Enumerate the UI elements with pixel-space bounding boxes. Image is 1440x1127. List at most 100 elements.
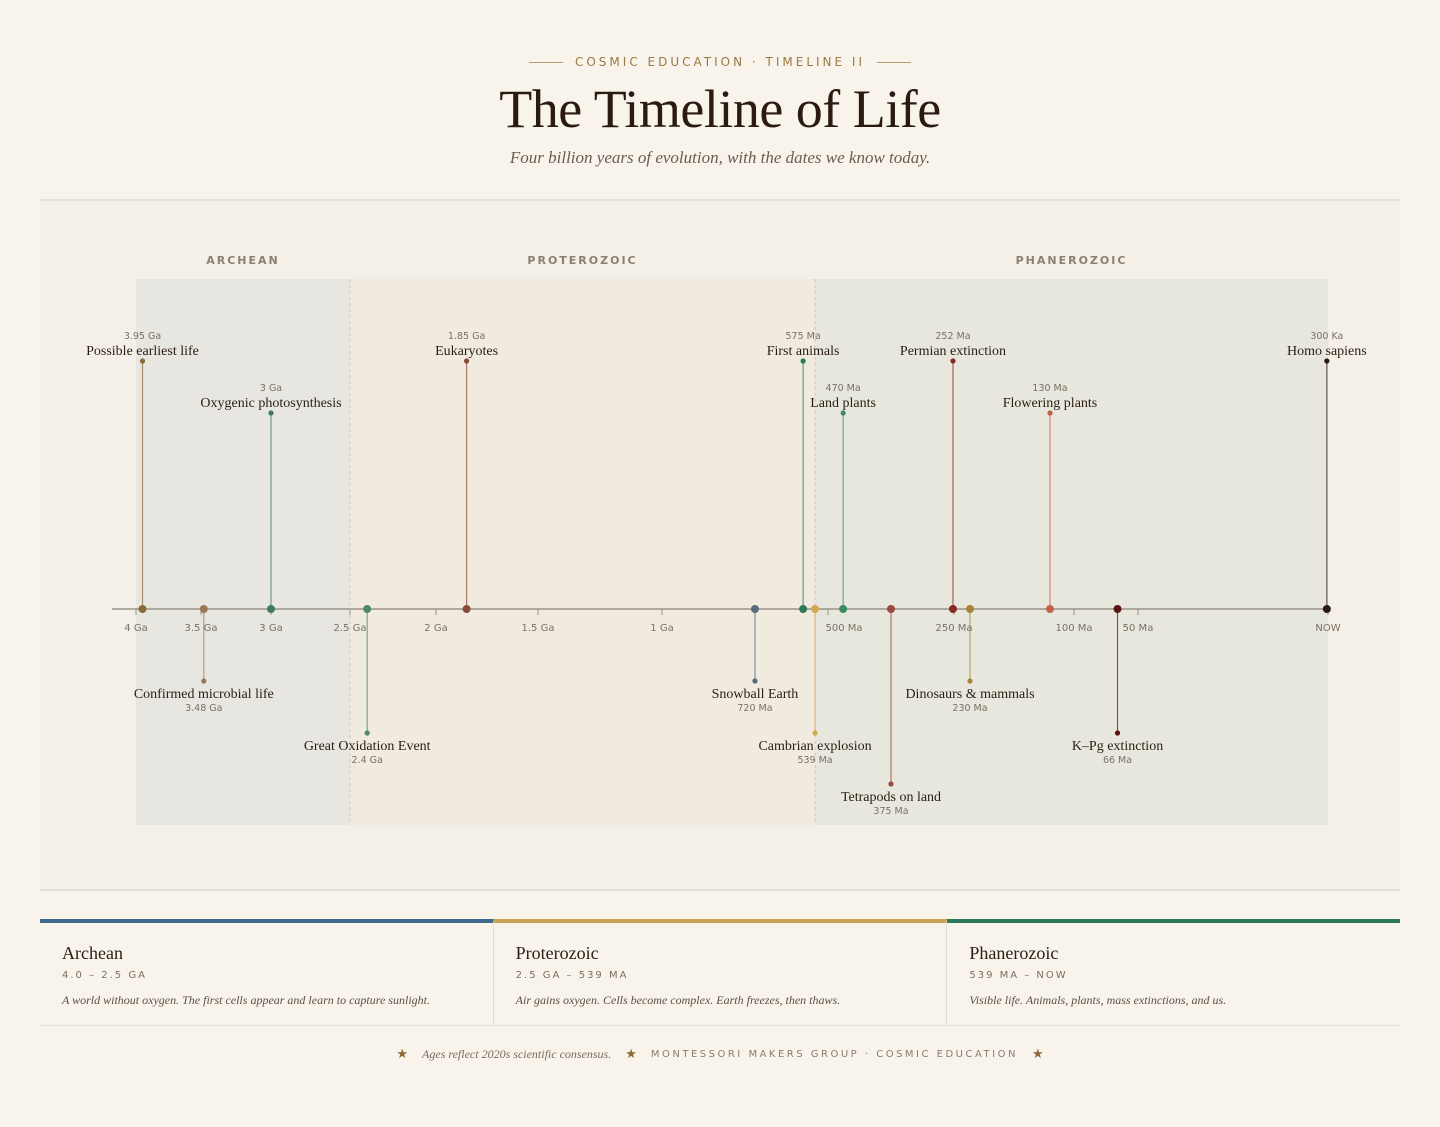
- event-axis-dot: [199, 605, 208, 613]
- event-name: Dinosaurs & mammals: [905, 687, 1034, 702]
- event-name: Permian extinction: [900, 344, 1006, 359]
- page-title: The Timeline of Life: [499, 79, 941, 139]
- event-end-dot: [1114, 730, 1121, 736]
- axis-tick-label: NOW: [1315, 623, 1340, 634]
- era-card-name: Phanerozoic: [969, 943, 1059, 963]
- event-end-dot: [800, 358, 806, 364]
- event-end-dot: [840, 410, 846, 416]
- event-date: 720 Ma: [737, 703, 772, 714]
- event-date: 3.95 Ga: [124, 331, 161, 342]
- event-axis-dot: [363, 605, 372, 613]
- era-label: ARCHEAN: [206, 254, 280, 267]
- event-axis-dot: [138, 605, 147, 613]
- axis-tick-label: 1.5 Ga: [522, 623, 555, 634]
- eyebrow-rule-left: [528, 61, 563, 63]
- eyebrow-row: COSMIC EDUCATION · TIMELINE II: [0, 55, 1440, 69]
- axis-tick-label: 2.5 Ga: [334, 623, 367, 634]
- axis-tick-label: 500 Ma: [825, 623, 862, 634]
- event-end-dot: [139, 358, 146, 364]
- event-axis-dot: [1046, 605, 1054, 613]
- axis-tick-label: 1 Ga: [650, 623, 673, 634]
- event-name: K–Pg extinction: [1072, 739, 1163, 754]
- event-end-dot: [752, 678, 758, 684]
- axis-tick-label: 3.5 Ga: [185, 623, 218, 634]
- axis-tick-label: 4 Ga: [124, 623, 147, 634]
- event-date: 130 Ma: [1032, 383, 1067, 394]
- star-icon: ★: [1031, 1047, 1044, 1062]
- event-axis-dot: [799, 605, 808, 613]
- event-end-dot: [812, 730, 818, 736]
- era-card-description: A world without oxygen. The first cells …: [62, 993, 430, 1007]
- event-name: Confirmed microbial life: [134, 687, 274, 702]
- event-name: Tetrapods on land: [841, 790, 941, 805]
- event-date: 300 Ka: [1310, 331, 1343, 342]
- footer: ★ Ages reflect 2020s scientific consensu…: [0, 1047, 1440, 1062]
- era-card-name: Proterozoic: [515, 943, 599, 963]
- axis-tick-label: 50 Ma: [1123, 623, 1154, 634]
- era-card-range: 4.0 – 2.5 GA: [62, 970, 147, 981]
- era-band: [136, 279, 350, 825]
- axis-tick-label: 250 Ma: [935, 623, 972, 634]
- era-label: PROTEROZOIC: [527, 254, 637, 267]
- era-card-description: Visible life. Animals, plants, mass exti…: [969, 993, 1227, 1007]
- era-card-name: Archean: [62, 943, 123, 963]
- event-end-dot: [888, 781, 894, 787]
- eyebrow-label: COSMIC EDUCATION · TIMELINE II: [574, 55, 865, 69]
- event-name: Snowball Earth: [712, 687, 799, 702]
- event-axis-dot: [839, 605, 848, 613]
- eyebrow-rule-right: [877, 61, 911, 63]
- event-name: Oxygenic photosynthesis: [200, 396, 341, 411]
- event-date: 575 Ma: [786, 331, 821, 342]
- era-card-phanerozoic: Phanerozoic 539 MA – NOW Visible life. A…: [947, 919, 1401, 1025]
- event-axis-dot: [948, 605, 957, 613]
- event-axis-dot: [1113, 605, 1122, 613]
- event-axis-dot: [811, 605, 820, 613]
- event-date: 230 Ma: [952, 703, 987, 714]
- era-card-range: 539 MA – NOW: [969, 970, 1068, 981]
- event-axis-dot: [462, 605, 471, 613]
- event-end-dot: [967, 678, 973, 684]
- event-axis-dot: [966, 605, 974, 613]
- event-end-dot: [1047, 410, 1053, 416]
- event-name: Land plants: [810, 396, 876, 411]
- event-axis-dot: [267, 605, 275, 613]
- event-date: 1.85 Ga: [448, 331, 485, 342]
- event-axis-dot: [887, 605, 895, 613]
- star-icon: ★: [396, 1047, 409, 1062]
- event-date: 252 Ma: [935, 331, 970, 342]
- event-date: 66 Ma: [1103, 755, 1132, 766]
- event-end-dot: [268, 410, 274, 416]
- era-card-range: 2.5 GA – 539 MA: [515, 970, 629, 981]
- era-band: [815, 279, 1328, 825]
- footer-note: Ages reflect 2020s scientific consensus.: [422, 1047, 612, 1061]
- era-card-proterozoic: Proterozoic 2.5 GA – 539 MA Air gains ox…: [493, 919, 948, 1025]
- star-icon: ★: [625, 1047, 637, 1062]
- event-date: 470 Ma: [826, 383, 861, 394]
- event-axis-dot: [750, 605, 759, 613]
- event-date: 2.4 Ga: [352, 755, 383, 766]
- event-end-dot: [464, 358, 470, 364]
- event-name: Possible earliest life: [86, 344, 199, 359]
- timeline-panel: ARCHEAN PROTEROZOIC PHANEROZOIC 4 Ga 3.5 Ga 3…: [40, 199, 1400, 891]
- event-date: 375 Ma: [873, 806, 908, 817]
- event-date: 539 Ma: [797, 755, 832, 766]
- event-axis-dot: [1322, 605, 1331, 613]
- event-name: Flowering plants: [1003, 396, 1098, 411]
- event-end-dot: [1324, 358, 1330, 364]
- event-name: Cambrian explosion: [758, 739, 871, 754]
- axis-tick-label: 3 Ga: [259, 623, 282, 634]
- event-end-dot: [950, 358, 956, 364]
- event-name: Eukaryotes: [435, 344, 498, 359]
- event-name: Great Oxidation Event: [304, 739, 431, 754]
- event-end-dot: [201, 678, 207, 684]
- axis-tick-label: 2 Ga: [424, 623, 447, 634]
- era-label: PHANEROZOIC: [1016, 254, 1128, 267]
- footer-organization: MONTESSORI MAKERS GROUP · COSMIC EDUCATI…: [650, 1049, 1018, 1060]
- event-name: First animals: [767, 344, 840, 359]
- page-subtitle: Four billion years of evolution, with th…: [509, 148, 931, 167]
- era-cards: Archean 4.0 – 2.5 GA A world without oxy…: [40, 919, 1401, 1026]
- timeline-chart: ARCHEAN PROTEROZOIC PHANEROZOIC 4 Ga 3.5 Ga 3…: [86, 254, 1367, 825]
- event-date: 3 Ga: [260, 383, 282, 394]
- era-band: [350, 279, 816, 825]
- era-card-description: Air gains oxygen. Cells become complex. …: [515, 993, 841, 1007]
